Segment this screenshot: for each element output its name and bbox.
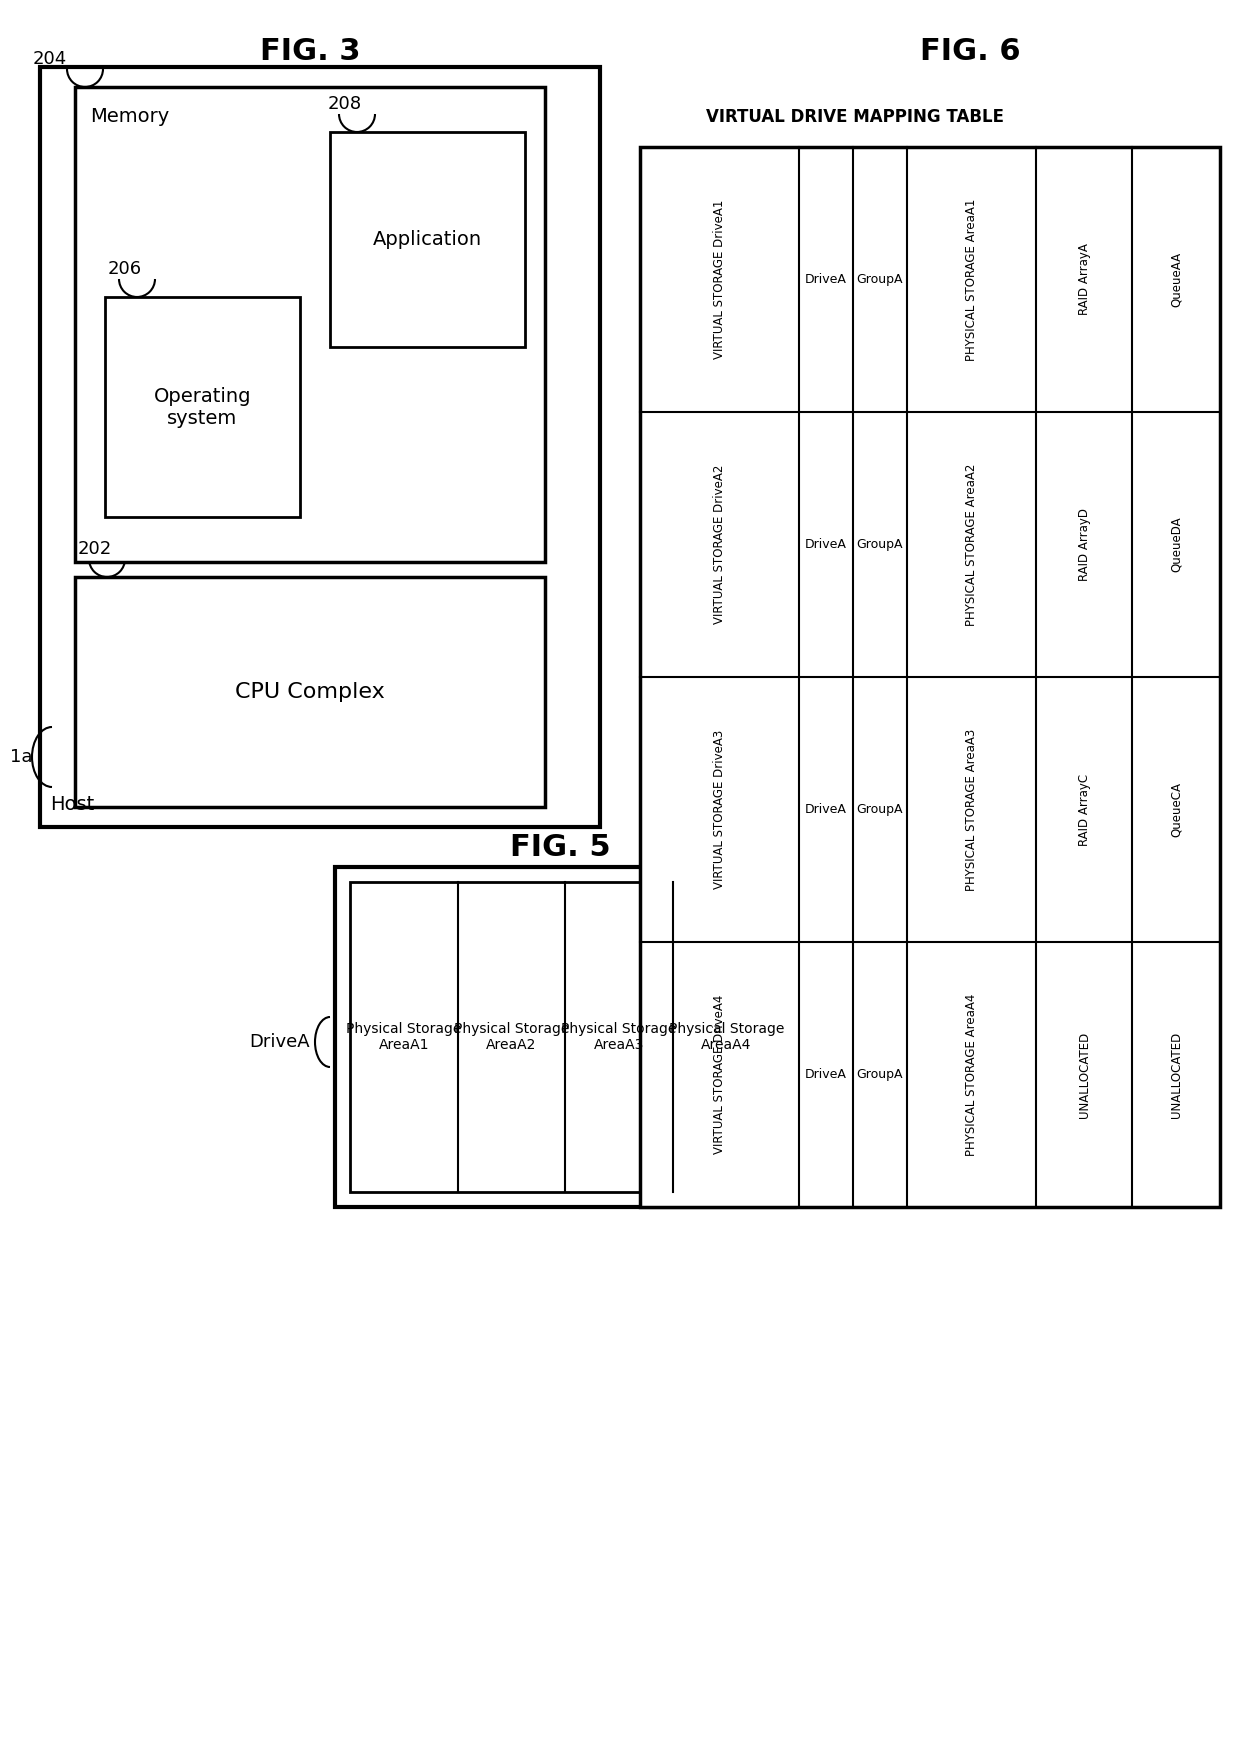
Text: QueueAA: QueueAA [1169,252,1183,307]
Text: Physical Storage
AreaA2: Physical Storage AreaA2 [454,1021,569,1053]
Text: PHYSICAL STORAGE AreaA4: PHYSICAL STORAGE AreaA4 [965,994,978,1155]
Text: UNALLOCATED: UNALLOCATED [1078,1032,1091,1117]
Bar [335,867,795,1207]
Text: Application: Application [373,229,482,248]
Text: GroupA: GroupA [857,1068,903,1080]
Bar [74,577,546,808]
Text: GroupA: GroupA [857,273,903,287]
Bar [74,87,546,563]
Text: 202: 202 [78,540,112,558]
Text: PHYSICAL STORAGE AreaA1: PHYSICAL STORAGE AreaA1 [965,198,978,361]
Text: PHYSICAL STORAGE AreaA2: PHYSICAL STORAGE AreaA2 [965,464,978,625]
Text: 1a: 1a [10,749,32,766]
Bar [350,882,780,1192]
Text: Operating
system: Operating system [154,387,252,427]
Text: UNALLOCATED: UNALLOCATED [1169,1032,1183,1117]
Text: QueueCA: QueueCA [1169,782,1183,837]
Text: QueueDA: QueueDA [1169,516,1183,571]
Text: VIRTUAL STORAGE DriveA1: VIRTUAL STORAGE DriveA1 [713,200,725,360]
Text: RAID ArrayA: RAID ArrayA [1078,243,1091,316]
Text: FIG. 3: FIG. 3 [259,38,361,66]
Text: FIG. 5: FIG. 5 [510,832,610,862]
Text: Host: Host [50,796,94,815]
Text: DriveA: DriveA [805,802,847,816]
Text: 208: 208 [327,96,362,113]
Text: Memory: Memory [91,108,170,127]
Text: VIRTUAL STORAGE DriveA3: VIRTUAL STORAGE DriveA3 [713,730,725,889]
Text: VIRTUAL STORAGE DriveA2: VIRTUAL STORAGE DriveA2 [713,466,725,624]
Text: VIRTUAL DRIVE MAPPING TABLE: VIRTUAL DRIVE MAPPING TABLE [706,108,1004,127]
Bar [330,132,525,347]
Text: GroupA: GroupA [857,538,903,551]
Text: DriveA: DriveA [805,538,847,551]
Text: GroupA: GroupA [857,802,903,816]
Text: VIRTUAL STORAGE DriveA4: VIRTUAL STORAGE DriveA4 [713,995,725,1153]
Text: 204: 204 [32,50,67,68]
Text: FIG. 6: FIG. 6 [920,38,1021,66]
Text: PHYSICAL STORAGE AreaA3: PHYSICAL STORAGE AreaA3 [965,728,978,891]
Text: Physical Storage
AreaA3: Physical Storage AreaA3 [560,1021,677,1053]
Text: Physical Storage
AreaA4: Physical Storage AreaA4 [668,1021,784,1053]
Text: Physical Storage
AreaA1: Physical Storage AreaA1 [346,1021,461,1053]
Text: DriveA: DriveA [805,273,847,287]
Text: DriveA: DriveA [249,1034,310,1051]
Text: RAID ArrayC: RAID ArrayC [1078,773,1091,846]
Bar [105,297,300,518]
Bar [640,148,1220,1207]
Text: DriveA: DriveA [805,1068,847,1080]
Text: CPU Complex: CPU Complex [236,683,384,702]
Text: 206: 206 [108,261,143,278]
Bar [40,68,600,827]
Text: RAID ArrayD: RAID ArrayD [1078,507,1091,580]
